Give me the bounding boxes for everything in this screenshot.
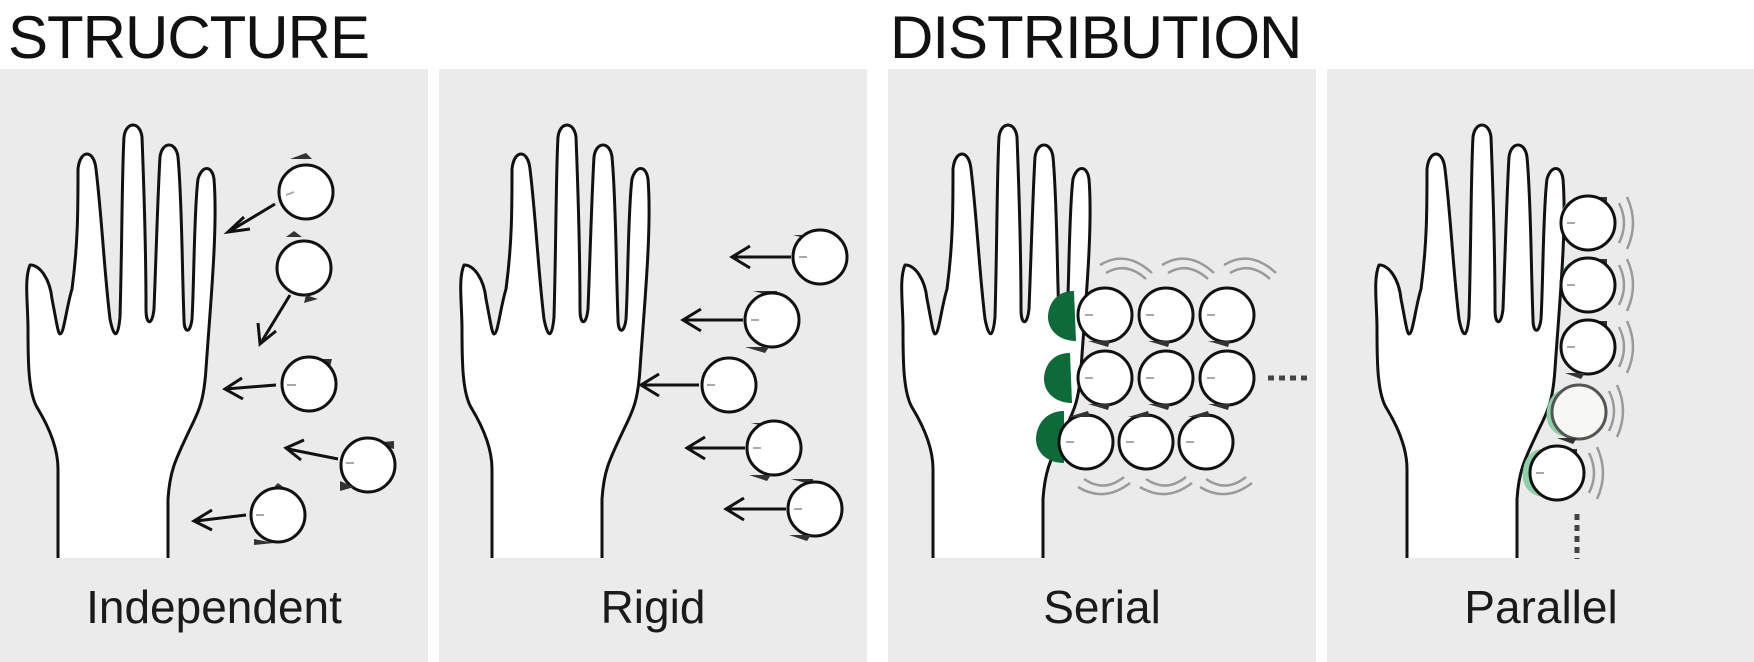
actuator <box>786 479 844 541</box>
panel-independent: Independent <box>0 69 428 662</box>
arrow <box>684 435 745 461</box>
hand-outline <box>900 123 1092 558</box>
actuator <box>280 355 338 413</box>
panel-label-independent: Independent <box>86 581 342 633</box>
panel-label-rigid: Rigid <box>600 581 706 633</box>
independent-diagram <box>25 123 397 558</box>
actuator <box>791 228 849 286</box>
actuator <box>275 231 333 303</box>
actuator <box>1137 349 1195 410</box>
serial-diagram <box>900 123 1312 558</box>
actuator <box>1076 286 1134 347</box>
actuator <box>700 356 758 414</box>
hand-outline <box>25 123 217 558</box>
actuator <box>1057 411 1115 471</box>
actuator-grid <box>1057 286 1256 471</box>
arrow <box>190 508 247 532</box>
arrow <box>680 307 743 333</box>
actuator <box>1559 194 1617 252</box>
section-title-structure: STRUCTURE <box>8 4 370 71</box>
actuator <box>745 419 803 481</box>
actuator-group <box>638 228 849 541</box>
parallel-diagram <box>1374 123 1635 559</box>
arrow <box>256 294 292 347</box>
actuator <box>1559 256 1617 314</box>
actuator <box>1559 318 1617 379</box>
actuator <box>1198 286 1256 347</box>
vibration-lines <box>1077 257 1277 496</box>
panel-serial: Serial <box>888 69 1316 662</box>
actuator <box>1528 444 1586 502</box>
arrow <box>723 496 786 522</box>
panel-label-parallel: Parallel <box>1464 581 1618 633</box>
panel-rigid: Rigid <box>439 69 867 662</box>
actuator <box>249 483 307 545</box>
actuator <box>339 436 397 494</box>
actuator <box>277 153 335 221</box>
panel-label-serial: Serial <box>1043 581 1161 633</box>
actuator <box>1137 286 1195 347</box>
actuator <box>743 291 801 353</box>
actuator <box>1117 411 1175 471</box>
actuator-group <box>190 153 397 545</box>
rigid-diagram <box>459 123 849 558</box>
section-title-distribution: DISTRIBUTION <box>890 4 1302 71</box>
arrow <box>222 376 277 401</box>
actuator <box>1198 349 1256 410</box>
vibration-lines <box>1587 196 1635 500</box>
panel-parallel: Parallel <box>1327 69 1754 662</box>
hand-outline <box>1374 123 1566 558</box>
skin-contact-marks <box>1036 291 1076 463</box>
actuator <box>1177 411 1235 471</box>
arrow <box>283 438 339 462</box>
actuator-column <box>1528 194 1617 502</box>
hand-outline <box>459 123 651 558</box>
arrow <box>223 202 276 235</box>
actuator <box>1076 349 1134 410</box>
arrow <box>729 244 791 270</box>
arrow <box>638 372 699 398</box>
actuator <box>1550 383 1608 444</box>
